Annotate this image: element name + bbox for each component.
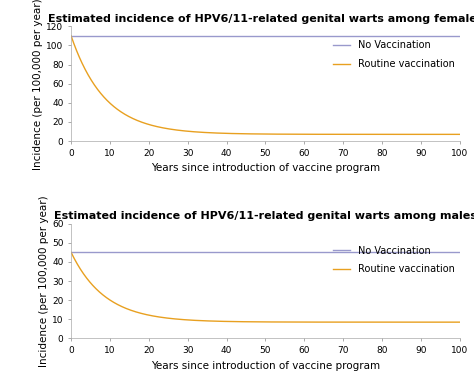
Routine vaccination bbox=[68, 33, 74, 38]
Routine vaccination bbox=[239, 320, 245, 324]
Routine vaccination bbox=[226, 131, 231, 136]
No Vaccination bbox=[68, 250, 74, 255]
No Vaccination bbox=[378, 250, 384, 255]
Title: Estimated incidence of HPV6/11-related genital warts among males: Estimated incidence of HPV6/11-related g… bbox=[54, 211, 474, 221]
X-axis label: Years since introduction of vaccine program: Years since introduction of vaccine prog… bbox=[151, 361, 380, 371]
No Vaccination bbox=[378, 33, 384, 38]
Routine vaccination bbox=[108, 102, 114, 106]
Routine vaccination bbox=[371, 320, 377, 324]
Routine vaccination bbox=[335, 320, 341, 324]
X-axis label: Years since introduction of vaccine program: Years since introduction of vaccine prog… bbox=[151, 163, 380, 173]
No Vaccination bbox=[108, 33, 114, 38]
Line: Routine vaccination: Routine vaccination bbox=[71, 36, 460, 134]
Y-axis label: Incidence (per 100,000 per year): Incidence (per 100,000 per year) bbox=[39, 195, 49, 367]
Routine vaccination bbox=[108, 298, 114, 303]
Routine vaccination bbox=[378, 132, 384, 136]
No Vaccination bbox=[457, 250, 463, 255]
No Vaccination bbox=[226, 33, 231, 38]
No Vaccination bbox=[108, 250, 114, 255]
Routine vaccination bbox=[239, 132, 245, 136]
No Vaccination bbox=[226, 250, 231, 255]
Title: Estimated incidence of HPV6/11-related genital warts among females: Estimated incidence of HPV6/11-related g… bbox=[48, 14, 474, 24]
No Vaccination bbox=[239, 33, 245, 38]
Routine vaccination bbox=[457, 320, 463, 324]
Routine vaccination bbox=[68, 250, 74, 255]
Routine vaccination bbox=[457, 132, 463, 136]
No Vaccination bbox=[68, 33, 74, 38]
No Vaccination bbox=[371, 250, 377, 255]
No Vaccination bbox=[457, 33, 463, 38]
Routine vaccination bbox=[371, 132, 377, 136]
Routine vaccination bbox=[335, 132, 341, 136]
Legend: No Vaccination, Routine vaccination: No Vaccination, Routine vaccination bbox=[333, 246, 455, 274]
Routine vaccination bbox=[378, 320, 384, 324]
No Vaccination bbox=[335, 33, 341, 38]
No Vaccination bbox=[335, 250, 341, 255]
Line: Routine vaccination: Routine vaccination bbox=[71, 252, 460, 322]
No Vaccination bbox=[371, 33, 377, 38]
No Vaccination bbox=[239, 250, 245, 255]
Legend: No Vaccination, Routine vaccination: No Vaccination, Routine vaccination bbox=[333, 40, 455, 69]
Routine vaccination bbox=[226, 319, 231, 324]
Y-axis label: Incidence (per 100,000 per year): Incidence (per 100,000 per year) bbox=[34, 0, 44, 170]
